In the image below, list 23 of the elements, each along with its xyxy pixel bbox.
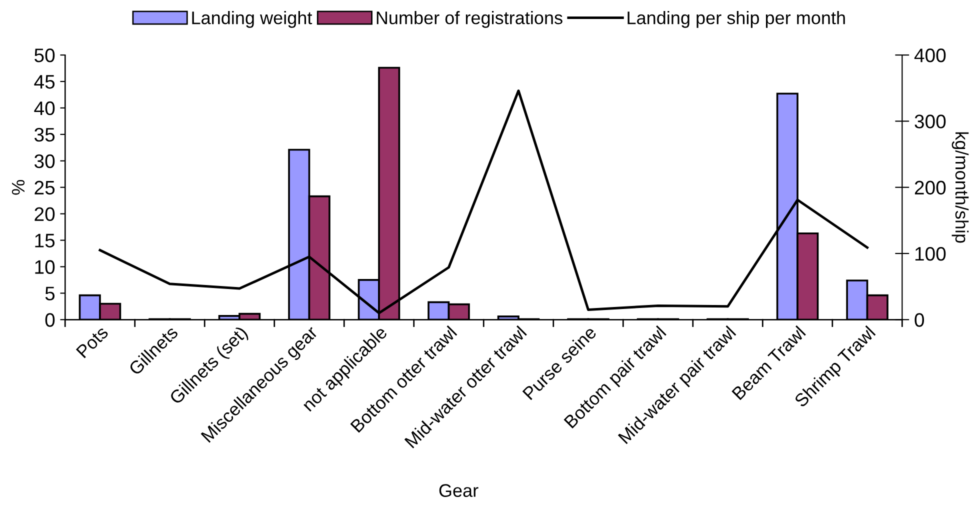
y-tick-label: 5 bbox=[45, 286, 55, 300]
y-tick-label: 10 bbox=[35, 260, 55, 274]
y-tick-label: 30 bbox=[34, 154, 55, 168]
x-tick-label: Pots bbox=[76, 325, 109, 358]
y2-tick-label: 300 bbox=[914, 114, 946, 128]
x-axis-title: Gear bbox=[439, 484, 478, 497]
y-tick-label: 25 bbox=[34, 180, 55, 195]
y-tick-label: 15 bbox=[35, 234, 55, 248]
y2-tick-label: 400 bbox=[914, 48, 946, 62]
y-tick-label: 45 bbox=[34, 75, 55, 89]
y-tick-label: 50 bbox=[34, 48, 55, 62]
legend-label: Landing per ship per month bbox=[628, 11, 845, 28]
y2-tick-label: 100 bbox=[915, 246, 946, 261]
legend-label: Number of registrations bbox=[376, 11, 562, 28]
legend-label: Landing weight bbox=[192, 11, 312, 28]
y2-tick-label: 0 bbox=[914, 313, 924, 327]
y-tick-label: 35 bbox=[34, 128, 55, 142]
y2-axis-title: kg/month/ship bbox=[952, 132, 969, 243]
y2-tick-label: 200 bbox=[914, 180, 946, 195]
y-tick-label: 40 bbox=[34, 101, 55, 116]
y-tick-label: 20 bbox=[34, 207, 55, 222]
y-axis-title: % bbox=[12, 180, 25, 195]
y-tick-label: 0 bbox=[45, 313, 55, 327]
